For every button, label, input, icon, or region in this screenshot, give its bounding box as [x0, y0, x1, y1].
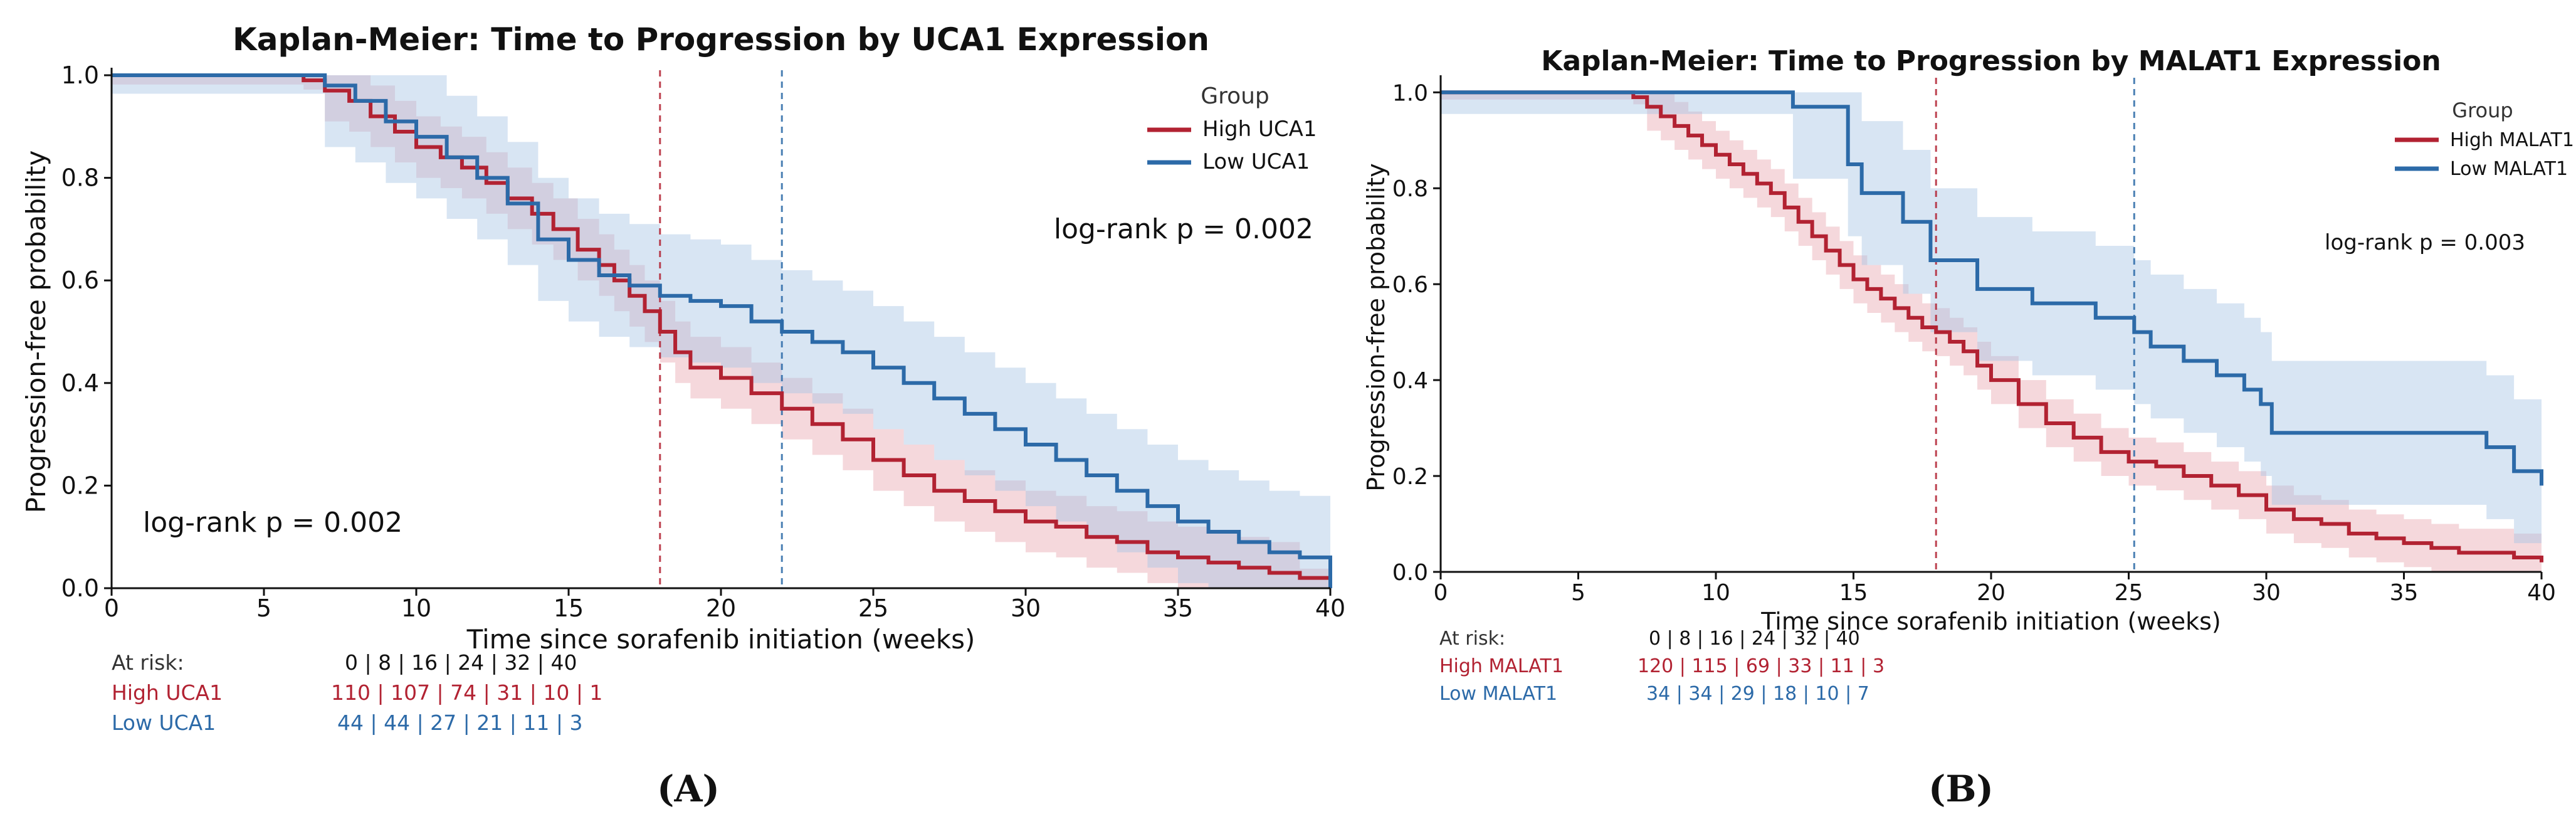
- y-tick-label: 0.8: [1392, 176, 1428, 202]
- at-risk-times: 0 | 8 | 16 | 24 | 32 | 40: [345, 650, 577, 675]
- x-tick-label: 35: [2390, 580, 2419, 606]
- y-tick-label: 0.0: [61, 574, 99, 602]
- legend-label-high: High UCA1: [1202, 117, 1317, 142]
- y-axis-label: Progression-free probability: [21, 150, 51, 514]
- x-tick-label: 25: [858, 594, 888, 622]
- x-tick-label: 40: [2527, 580, 2556, 606]
- at-risk-row-values-low: 44 | 44 | 27 | 21 | 11 | 3: [337, 710, 582, 735]
- series-line-high: [1441, 90, 2543, 562]
- ci-band-high: [1441, 92, 2542, 572]
- panel-label: (A): [657, 768, 720, 810]
- ci-band-low: [112, 75, 1330, 588]
- x-tick-label: 20: [706, 594, 736, 622]
- logrank-annotation: log-rank p = 0.002: [1054, 213, 1313, 245]
- at-risk-row-name-high: High UCA1: [112, 680, 223, 705]
- y-tick-label: 1.0: [1392, 80, 1428, 106]
- x-tick-label: 25: [2115, 580, 2143, 606]
- logrank-annotation: log-rank p = 0.002: [143, 507, 402, 539]
- x-tick-label: 10: [401, 594, 431, 622]
- x-tick-label: 5: [256, 594, 271, 622]
- legend-label-high: High MALAT1: [2450, 129, 2574, 151]
- panel-a: Kaplan-Meier: Time to Progression by UCA…: [21, 21, 1345, 810]
- x-tick-label: 20: [1977, 580, 2006, 606]
- x-tick-label: 10: [1701, 580, 1730, 606]
- legend-title: Group: [1201, 83, 1270, 109]
- x-tick-label: 15: [1839, 580, 1868, 606]
- at-risk-row-values-low: 34 | 34 | 29 | 18 | 10 | 7: [1646, 683, 1869, 705]
- ci-band-high: [112, 75, 1330, 588]
- panel-label: (B): [1928, 768, 1994, 810]
- at-risk-row-name-high: High MALAT1: [1439, 655, 1564, 677]
- y-tick-label: 0.0: [1392, 560, 1428, 586]
- y-tick-label: 0.4: [61, 369, 99, 397]
- at-risk-row-name-low: Low MALAT1: [1439, 683, 1557, 705]
- x-tick-label: 30: [2252, 580, 2281, 606]
- y-tick-label: 0.2: [1392, 464, 1428, 490]
- y-tick-label: 0.6: [1392, 272, 1428, 298]
- x-tick-label: 0: [104, 594, 119, 622]
- at-risk-row-name-low: Low UCA1: [112, 710, 216, 735]
- ci-band-low: [1441, 92, 2542, 558]
- x-tick-label: 40: [1315, 594, 1345, 622]
- chart-title: Kaplan-Meier: Time to Progression by UCA…: [233, 21, 1209, 58]
- at-risk-label: At risk:: [1439, 628, 1505, 650]
- x-tick-label: 30: [1011, 594, 1041, 622]
- legend-label-low: Low MALAT1: [2450, 158, 2568, 180]
- logrank-annotation: log-rank p = 0.003: [2325, 230, 2525, 255]
- chart-title: Kaplan-Meier: Time to Progression by MAL…: [1541, 45, 2441, 77]
- legend-label-low: Low UCA1: [1202, 149, 1310, 174]
- y-axis-label: Progression-free probability: [1362, 163, 1390, 492]
- panel-b: Kaplan-Meier: Time to Progression by MAL…: [1362, 45, 2574, 810]
- y-tick-label: 0.4: [1392, 368, 1428, 394]
- series-line-low: [112, 73, 1332, 588]
- x-axis-label: Time since sorafenib initiation (weeks): [1760, 608, 2221, 635]
- y-tick-label: 1.0: [61, 61, 99, 89]
- series-line-low: [1441, 90, 2543, 486]
- x-tick-label: 35: [1163, 594, 1193, 622]
- legend-title: Group: [2452, 98, 2513, 122]
- x-tick-label: 15: [554, 594, 584, 622]
- at-risk-row-values-high: 110 | 107 | 74 | 31 | 10 | 1: [331, 680, 602, 705]
- at-risk-label: At risk:: [112, 650, 184, 675]
- x-axis-label: Time since sorafenib initiation (weeks): [466, 624, 975, 655]
- y-tick-label: 0.2: [61, 472, 99, 499]
- x-tick-label: 5: [1571, 580, 1585, 606]
- y-tick-label: 0.6: [61, 267, 99, 294]
- x-tick-label: 0: [1434, 580, 1448, 606]
- series-line-high: [112, 73, 1332, 583]
- at-risk-row-values-high: 120 | 115 | 69 | 33 | 11 | 3: [1638, 655, 1885, 677]
- y-tick-label: 0.8: [61, 164, 99, 192]
- at-risk-times: 0 | 8 | 16 | 24 | 32 | 40: [1649, 628, 1860, 650]
